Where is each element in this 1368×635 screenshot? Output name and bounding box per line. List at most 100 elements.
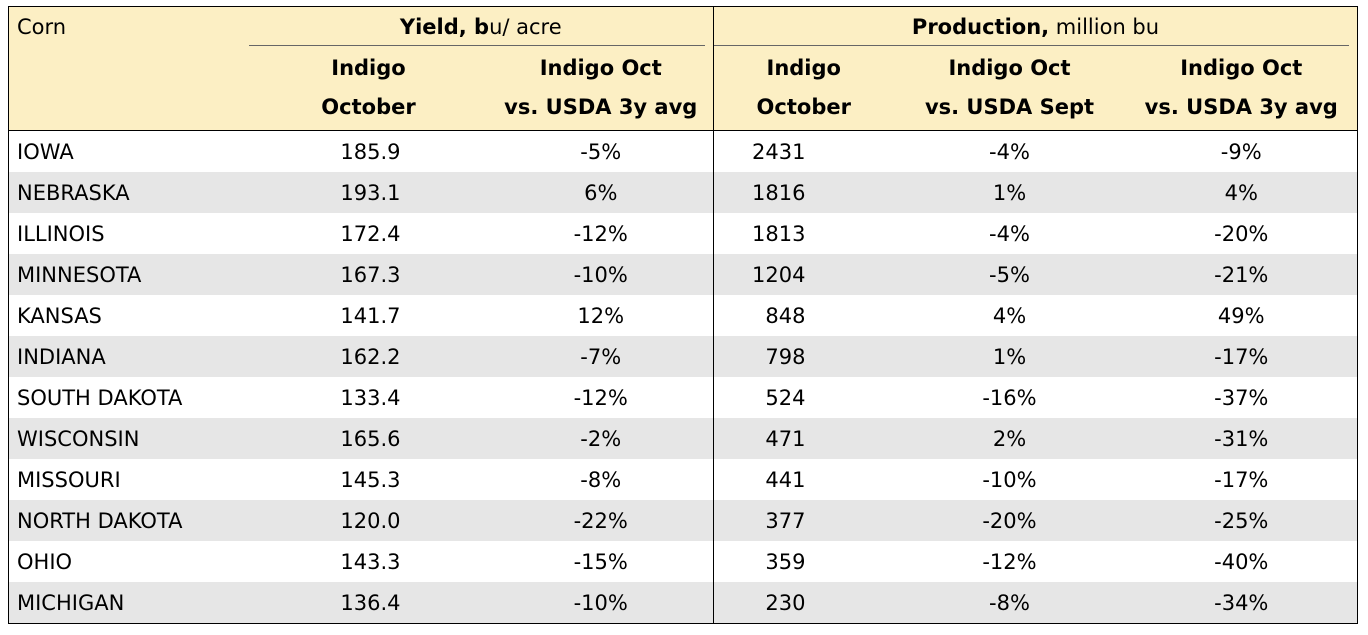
header-group-row: Corn Yield, bu/ acre Production, million… <box>8 6 1358 46</box>
production-vs-sept-cell: -8% <box>893 582 1126 624</box>
yield-indigo-october-cell: 172.4 <box>248 213 489 254</box>
table-row: MINNESOTA 167.3 -10% 1204 -5% -21% <box>8 254 1358 295</box>
production-vs-sept-cell: -4% <box>893 213 1126 254</box>
yield-vs-3y-avg-cell: -2% <box>488 418 714 459</box>
yield-group-header: Yield, bu/ acre <box>248 6 714 46</box>
production-indigo-october-cell: 848 <box>713 295 894 336</box>
production-vs-3y-avg-cell: -34% <box>1125 582 1358 624</box>
production-indigo-october-cell: 441 <box>713 459 894 500</box>
production-vs-3y-avg-cell: -37% <box>1125 377 1358 418</box>
col-header-line1: Indigo Oct <box>948 56 1071 80</box>
yield-vs-3y-avg-cell: 12% <box>488 295 714 336</box>
col-header-line2: October <box>321 95 416 119</box>
state-cell: SOUTH DAKOTA <box>8 377 249 418</box>
yield-vs-3y-avg-cell: -7% <box>488 336 714 377</box>
yield-group-rest: u/ acre <box>489 14 562 39</box>
state-cell: MICHIGAN <box>8 582 249 624</box>
yield-vs-3y-avg-cell: -10% <box>488 582 714 624</box>
table-row: WISCONSIN 165.6 -2% 471 2% -31% <box>8 418 1358 459</box>
col-header-line1: Indigo <box>766 56 841 80</box>
production-group-rest: million bu <box>1049 14 1160 39</box>
production-indigo-october-cell: 1204 <box>713 254 894 295</box>
table-row: ILLINOIS 172.4 -12% 1813 -4% -20% <box>8 213 1358 254</box>
production-vs-sept-cell: -5% <box>893 254 1126 295</box>
state-cell: IOWA <box>8 130 249 172</box>
yield-indigo-october-cell: 143.3 <box>248 541 489 582</box>
production-vs-sept-cell: 4% <box>893 295 1126 336</box>
col-header-line2: vs. USDA 3y avg <box>1144 95 1338 119</box>
corner-blank <box>8 46 249 131</box>
production-indigo-october-cell: 524 <box>713 377 894 418</box>
yield-indigo-october-cell: 141.7 <box>248 295 489 336</box>
header-column-row: Indigo October Indigo Oct vs. USDA 3y avg … <box>8 46 1358 131</box>
production-indigo-october-cell: 1816 <box>713 172 894 213</box>
yield-vs-3y-avg-cell: -15% <box>488 541 714 582</box>
table-row: IOWA 185.9 -5% 2431 -4% -9% <box>8 130 1358 172</box>
table-row: INDIANA 162.2 -7% 798 1% -17% <box>8 336 1358 377</box>
yield-indigo-october-cell: 136.4 <box>248 582 489 624</box>
yield-vs-3y-avg-cell: -12% <box>488 377 714 418</box>
state-cell: WISCONSIN <box>8 418 249 459</box>
yield-indigo-october-cell: 193.1 <box>248 172 489 213</box>
yield-vs-3y-avg-cell: -22% <box>488 500 714 541</box>
production-group-header: Production, million bu <box>713 6 1358 46</box>
corner-label: Corn <box>8 6 249 46</box>
col-header-line2: vs. USDA 3y avg <box>504 95 698 119</box>
table-row: SOUTH DAKOTA 133.4 -12% 524 -16% -37% <box>8 377 1358 418</box>
production-vs-sept-cell: 1% <box>893 336 1126 377</box>
col-header-line1: Indigo <box>331 56 406 80</box>
yield-indigo-october-cell: 133.4 <box>248 377 489 418</box>
yield-vs-3y-avg-cell: -10% <box>488 254 714 295</box>
production-vs-3y-avg-cell: -17% <box>1125 459 1358 500</box>
yield-vs-3y-avg-cell: -5% <box>488 130 714 172</box>
corn-yield-production-table: Corn Yield, bu/ acre Production, million… <box>8 6 1359 624</box>
table-row: MICHIGAN 136.4 -10% 230 -8% -34% <box>8 582 1358 624</box>
production-indigo-october-cell: 359 <box>713 541 894 582</box>
yield-indigo-october-cell: 120.0 <box>248 500 489 541</box>
production-vs-3y-avg-cell: 4% <box>1125 172 1358 213</box>
table-row: KANSAS 141.7 12% 848 4% 49% <box>8 295 1358 336</box>
col-header-production-vs-sept: Indigo Oct vs. USDA Sept <box>893 46 1126 131</box>
state-cell: NORTH DAKOTA <box>8 500 249 541</box>
yield-group-underline <box>248 45 705 46</box>
production-vs-3y-avg-cell: -20% <box>1125 213 1358 254</box>
yield-vs-3y-avg-cell: 6% <box>488 172 714 213</box>
state-cell: MINNESOTA <box>8 254 249 295</box>
yield-indigo-october-cell: 145.3 <box>248 459 489 500</box>
state-cell: OHIO <box>8 541 249 582</box>
col-header-line1: Indigo Oct <box>539 56 662 80</box>
production-indigo-october-cell: 798 <box>713 336 894 377</box>
production-vs-3y-avg-cell: -31% <box>1125 418 1358 459</box>
production-vs-sept-cell: 2% <box>893 418 1126 459</box>
col-header-yield-indigo-october: Indigo October <box>248 46 489 131</box>
production-vs-3y-avg-cell: -17% <box>1125 336 1358 377</box>
production-vs-sept-cell: 1% <box>893 172 1126 213</box>
col-header-production-indigo-october: Indigo October <box>713 46 894 131</box>
col-header-line2: vs. USDA Sept <box>924 95 1095 119</box>
state-cell: ILLINOIS <box>8 213 249 254</box>
production-vs-sept-cell: -10% <box>893 459 1126 500</box>
production-indigo-october-cell: 1813 <box>713 213 894 254</box>
yield-group-bold2: b <box>466 14 490 39</box>
table-row: NORTH DAKOTA 120.0 -22% 377 -20% -25% <box>8 500 1358 541</box>
yield-indigo-october-cell: 165.6 <box>248 418 489 459</box>
table-row: OHIO 143.3 -15% 359 -12% -40% <box>8 541 1358 582</box>
col-header-yield-vs-3y-avg: Indigo Oct vs. USDA 3y avg <box>488 46 714 131</box>
state-cell: NEBRASKA <box>8 172 249 213</box>
col-header-line2: October <box>756 95 851 119</box>
table-row: MISSOURI 145.3 -8% 441 -10% -17% <box>8 459 1358 500</box>
state-cell: INDIANA <box>8 336 249 377</box>
production-group-bold: Production, <box>911 14 1050 39</box>
production-indigo-october-cell: 377 <box>713 500 894 541</box>
col-header-line1: Indigo Oct <box>1180 56 1303 80</box>
production-group-underline <box>714 45 1350 46</box>
state-cell: MISSOURI <box>8 459 249 500</box>
yield-vs-3y-avg-cell: -12% <box>488 213 714 254</box>
yield-indigo-october-cell: 167.3 <box>248 254 489 295</box>
production-vs-3y-avg-cell: -25% <box>1125 500 1358 541</box>
production-vs-sept-cell: -4% <box>893 130 1126 172</box>
yield-indigo-october-cell: 162.2 <box>248 336 489 377</box>
production-vs-sept-cell: -16% <box>893 377 1126 418</box>
table-row: NEBRASKA 193.1 6% 1816 1% 4% <box>8 172 1358 213</box>
production-indigo-october-cell: 471 <box>713 418 894 459</box>
